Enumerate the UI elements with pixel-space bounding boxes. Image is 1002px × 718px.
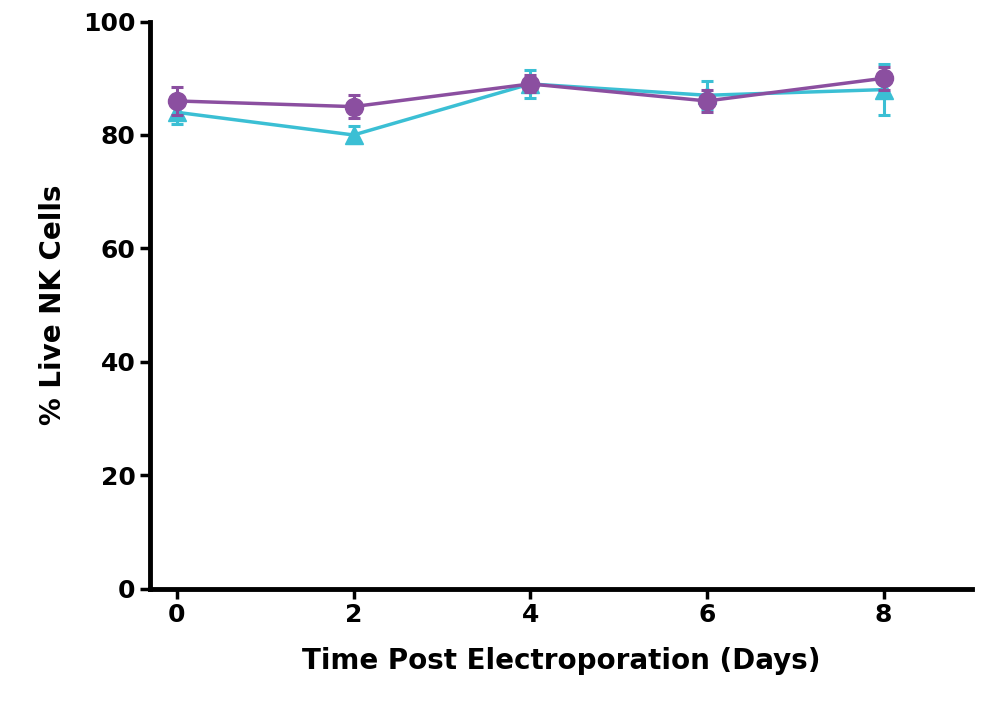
Y-axis label: % Live NK Cells: % Live NK Cells [38, 185, 66, 425]
X-axis label: Time Post Electroporation (Days): Time Post Electroporation (Days) [302, 647, 821, 675]
